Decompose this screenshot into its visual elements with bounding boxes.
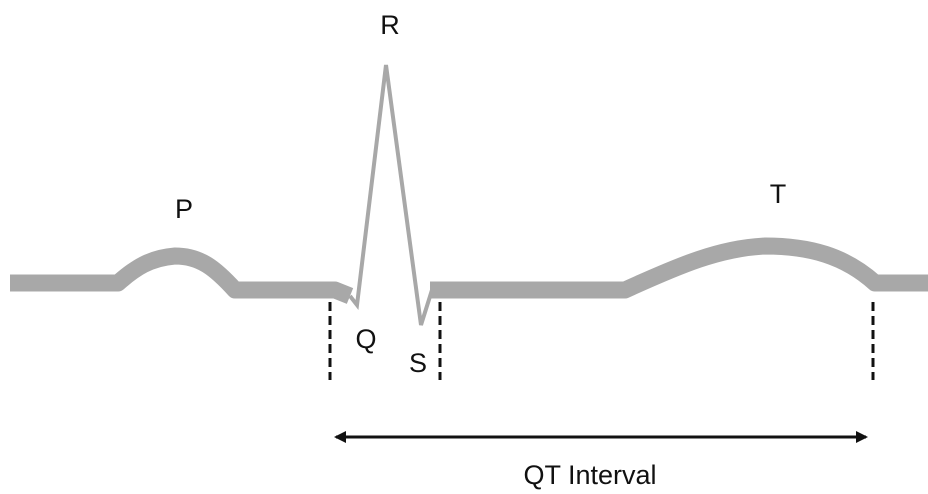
p-label: P	[175, 194, 193, 224]
q-label: Q	[355, 324, 376, 354]
waveform	[10, 247, 354, 304]
t-label: T	[770, 179, 787, 209]
interval-label: QT Interval	[523, 460, 656, 490]
qrs-complex	[348, 64, 434, 326]
r-label: R	[380, 10, 400, 40]
waveform	[430, 237, 928, 299]
s-label: S	[409, 348, 427, 378]
